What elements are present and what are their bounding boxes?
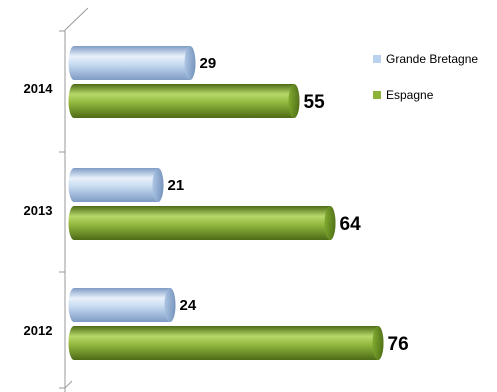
legend-swatch-espagne: [373, 91, 381, 99]
legend: Grande Bretagne Espagne: [373, 52, 478, 102]
data-label-espagne-2012: 76: [388, 334, 409, 355]
bar-grande-bretagne-2012: [68, 288, 176, 322]
legend-label-espagne: Espagne: [386, 88, 434, 102]
bar-grande-bretagne-2013: [68, 168, 164, 202]
bar-espagne-2014: [68, 84, 300, 118]
legend-swatch-grande-bretagne: [373, 55, 381, 63]
category-label-2012: 2012: [24, 323, 53, 338]
legend-label-grande-bretagne: Grande Bretagne: [386, 52, 478, 66]
data-label-grande-bretagne-2013: 21: [168, 177, 185, 194]
data-label-grande-bretagne-2014: 29: [200, 55, 217, 72]
data-label-espagne-2014: 55: [304, 92, 326, 113]
bar-espagne-2013: [68, 206, 336, 240]
bar-grande-bretagne-2014: [68, 46, 196, 80]
axis-depth-line-bottom: [64, 380, 73, 389]
axis-depth-line: [64, 7, 89, 31]
data-label-grande-bretagne-2012: 24: [180, 297, 197, 314]
category-label-2014: 2014: [24, 81, 54, 96]
category-axis: [59, 7, 89, 392]
data-label-espagne-2013: 64: [340, 214, 362, 235]
category-label-2013: 2013: [24, 203, 53, 218]
bar-espagne-2012: [68, 326, 384, 360]
